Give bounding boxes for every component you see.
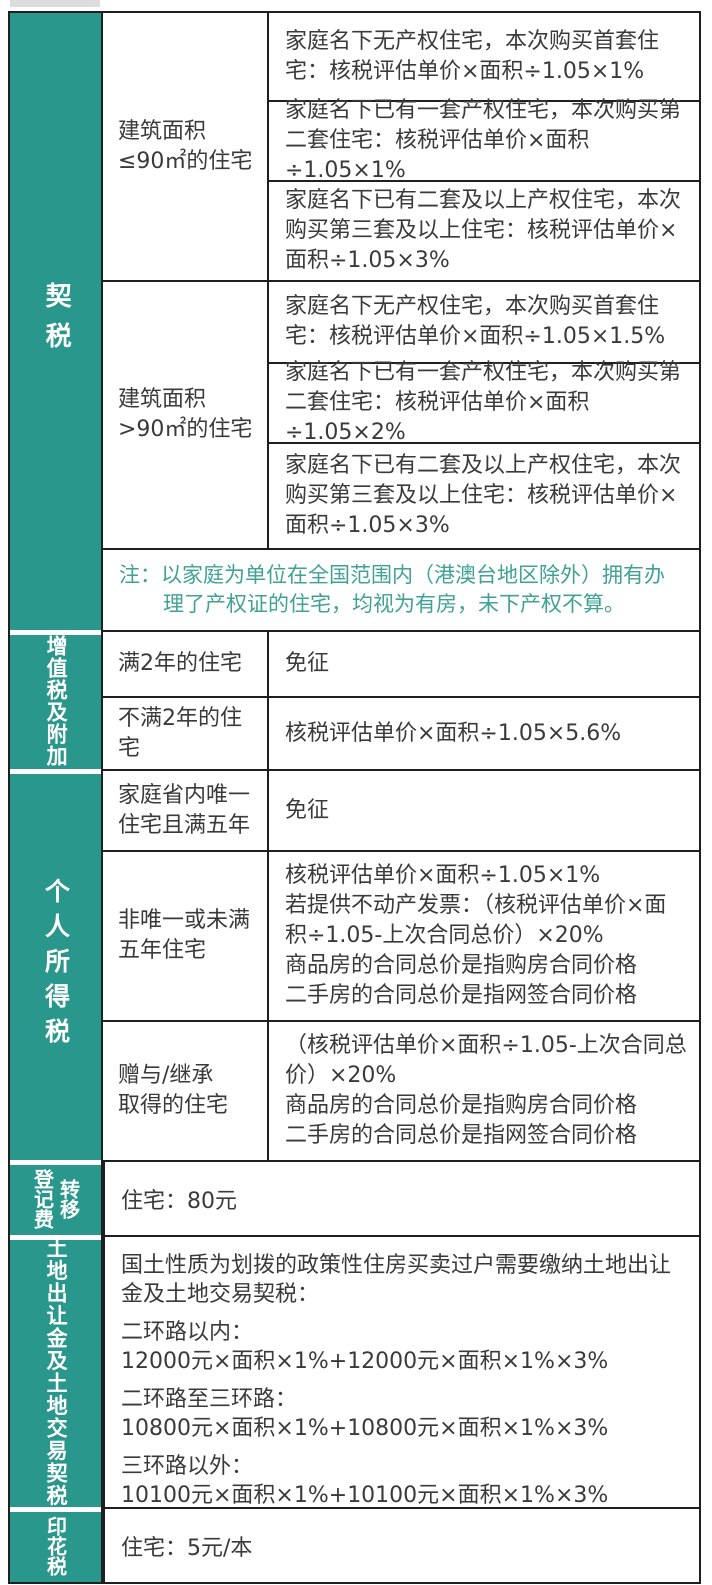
formula-cell: （核税评估单价×面积÷1.05-上次合同总价）×20% 商品房的合同总价是指购房… <box>267 1022 699 1160</box>
formula-line: 核税评估单价×面积÷1.05×1% <box>285 863 601 888</box>
category-cell-income-tax: 个人所得税 <box>10 769 101 1160</box>
category-label: 契税 <box>41 281 72 362</box>
zone-block: 二环路以内： 12000元×面积×1%+12000元×面积×1%×3% <box>121 1318 687 1376</box>
category-cell-deed-tax: 契税 <box>10 13 101 630</box>
category-label: 转移 登记费 <box>30 1168 81 1229</box>
condition-cell: 建筑面积 ≤90㎡的住宅 <box>118 118 253 174</box>
income-tax-body: 家庭省内唯一 住宅且满五年 免征 非唯一或未满 五年住宅 核税评估单价×面积÷1… <box>101 771 699 1160</box>
formula-cell: 家庭名下无产权住宅，本次购买首套住宅：核税评估单价×面积÷1.05×1.5% <box>285 294 666 349</box>
table-row: 满2年的住宅 免征 <box>103 632 699 696</box>
note-text: 注：以家庭为单位在全国范围内（港澳台地区除外）拥有办理了产权证的住宅，均视为有房… <box>119 563 665 616</box>
section-deed-tax: 契税 建筑面积 ≤90㎡的住宅 家庭名下无产权住宅，本次购买首套住宅：核税评估单… <box>10 13 699 630</box>
formula-line: 免征 <box>285 797 330 823</box>
table-row: 不满2年的住宅 核税评估单价×面积÷1.05×5.6% <box>103 696 699 769</box>
land-transfer-cell: 国土性质为划拨的政策性住房买卖过户需要缴纳土地出让金及土地交易契税： 二环路以内… <box>103 1237 699 1510</box>
formula-line: 若提供不动产发票：（核税评估单价×面积÷1.05-上次合同总价）×20% <box>285 893 667 948</box>
section-income-tax: 个人所得税 家庭省内唯一 住宅且满五年 免征 非唯一或未满 五年住宅 核税评估单… <box>10 769 699 1160</box>
condition-cell: 非唯一或未满 五年住宅 <box>118 908 251 963</box>
vat-body: 满2年的住宅 免征 不满2年的住宅 核税评估单价×面积÷1.05×5.6% <box>101 632 699 769</box>
land-intro-text: 国土性质为划拨的政策性住房买卖过户需要缴纳土地出让金及土地交易契税： <box>121 1253 672 1307</box>
table-row: 赠与/继承 取得的住宅 （核税评估单价×面积÷1.05-上次合同总价）×20% … <box>103 1020 699 1160</box>
note-cell: 注：以家庭为单位在全国范围内（港澳台地区除外）拥有办理了产权证的住宅，均视为有房… <box>103 548 699 630</box>
condition-cell: 赠与/继承 取得的住宅 <box>118 1063 229 1118</box>
fee-cell: 住宅：80元 <box>103 1162 699 1235</box>
formula-cell: 家庭名下已有一套产权住宅，本次购买第二套住宅：核税评估单价×面积÷1.05×1% <box>269 98 699 183</box>
zone-name: 二环路以内： <box>121 1320 254 1345</box>
formula-cell: 核税评估单价×面积÷1.05×5.6% <box>267 698 699 769</box>
group-area-under-90: 建筑面积 ≤90㎡的住宅 家庭名下无产权住宅，本次购买首套住宅：核税评估单价×面… <box>103 13 699 280</box>
category-cell-vat: 增值税及附加 <box>10 630 101 769</box>
section-land-transfer: 土地出让金及土地交易契税 国土性质为划拨的政策性住房买卖过户需要缴纳土地出让金及… <box>10 1235 699 1510</box>
category-label: 增值税及附加 <box>44 634 69 767</box>
formula-line: 商品房的合同总价是指购房合同价格 <box>285 953 638 978</box>
table-row: 非唯一或未满 五年住宅 核税评估单价×面积÷1.05×1% 若提供不动产发票：（… <box>103 850 699 1020</box>
formula-line: 商品房的合同总价是指购房合同价格 <box>285 1093 638 1118</box>
fee-cell: 住宅：5元/本 <box>103 1509 699 1582</box>
registration-fee-body: 住宅：80元 <box>101 1162 699 1235</box>
formula-line: 二手房的合同总价是指网签合同价格 <box>285 1123 638 1148</box>
formula-cell: 核税评估单价×面积÷1.05×1% 若提供不动产发票：（核税评估单价×面积÷1.… <box>267 852 699 1020</box>
section-vat: 增值税及附加 满2年的住宅 免征 不满2年的住宅 核税评估单价×面积÷1.05×… <box>10 630 699 769</box>
category-label: 个人所得税 <box>41 878 71 1053</box>
formula-cell: 家庭名下已有二套及以上产权住宅，本次购买第三套及以上住宅：核税评估单价×面积÷1… <box>269 442 699 548</box>
category-label: 印花税 <box>43 1515 68 1576</box>
formula-cell: 免征 <box>267 771 699 850</box>
formula-cell: 免征 <box>267 632 699 696</box>
category-cell-land-transfer: 土地出让金及土地交易契税 <box>10 1235 101 1507</box>
group-area-over-90: 建筑面积 >90㎡的住宅 家庭名下无产权住宅，本次购买首套住宅：核税评估单价×面… <box>103 280 699 548</box>
formula-cell: 家庭名下已有二套及以上产权住宅，本次购买第三套及以上住宅：核税评估单价×面积÷1… <box>269 180 699 280</box>
category-cell-stamp-duty: 印花税 <box>10 1507 101 1582</box>
zone-block: 二环路至三环路： 10800元×面积×1%+10800元×面积×1%×3% <box>121 1385 687 1443</box>
zone-formula: 10100元×面积×1%+10100元×面积×1%×3% <box>121 1483 609 1508</box>
formula-rows: 家庭名下无产权住宅，本次购买首套住宅：核税评估单价×面积÷1.05×1% 家庭名… <box>267 13 699 280</box>
formula-cell: 家庭名下已有一套产权住宅，本次购买第二套住宅：核税评估单价×面积÷1.05×2% <box>269 360 699 445</box>
section-registration-fee: 转移 登记费 住宅：80元 <box>10 1160 699 1235</box>
zone-block: 三环路以外： 10100元×面积×1%+10100元×面积×1%×3% <box>121 1452 687 1510</box>
stamp-duty-body: 住宅：5元/本 <box>101 1509 699 1582</box>
property-tax-table: 契税 建筑面积 ≤90㎡的住宅 家庭名下无产权住宅，本次购买首套住宅：核税评估单… <box>8 11 701 1584</box>
zone-name: 三环路以外： <box>121 1454 254 1479</box>
zone-name: 二环路至三环路： <box>121 1387 298 1412</box>
section-stamp-duty: 印花税 住宅：5元/本 <box>10 1507 699 1582</box>
land-transfer-body: 国土性质为划拨的政策性住房买卖过户需要缴纳土地出让金及土地交易契税： 二环路以内… <box>101 1237 699 1510</box>
formula-line: 二手房的合同总价是指网签合同价格 <box>285 983 638 1008</box>
zone-formula: 10800元×面积×1%+10800元×面积×1%×3% <box>121 1416 609 1441</box>
condition-cell: 建筑面积 >90㎡的住宅 <box>118 387 253 442</box>
condition-cell: 不满2年的住宅 <box>118 705 242 761</box>
table-row: 家庭省内唯一 住宅且满五年 免征 <box>103 771 699 850</box>
deed-tax-body: 建筑面积 ≤90㎡的住宅 家庭名下无产权住宅，本次购买首套住宅：核税评估单价×面… <box>101 13 699 630</box>
condition-cell: 家庭省内唯一 住宅且满五年 <box>118 782 251 838</box>
condition-cell: 满2年的住宅 <box>118 651 242 676</box>
formula-line: （核税评估单价×面积÷1.05-上次合同总价）×20% <box>285 1033 687 1088</box>
top-gray-strip <box>10 0 100 7</box>
category-label: 土地出让金及土地交易契税 <box>44 1237 69 1507</box>
category-cell-registration-fee: 转移 登记费 <box>10 1160 101 1235</box>
formula-rows: 家庭名下无产权住宅，本次购买首套住宅：核税评估单价×面积÷1.05×1.5% 家… <box>267 282 699 548</box>
zone-formula: 12000元×面积×1%+12000元×面积×1%×3% <box>121 1349 609 1374</box>
formula-cell: 家庭名下无产权住宅，本次购买首套住宅：核税评估单价×面积÷1.05×1% <box>285 28 660 84</box>
